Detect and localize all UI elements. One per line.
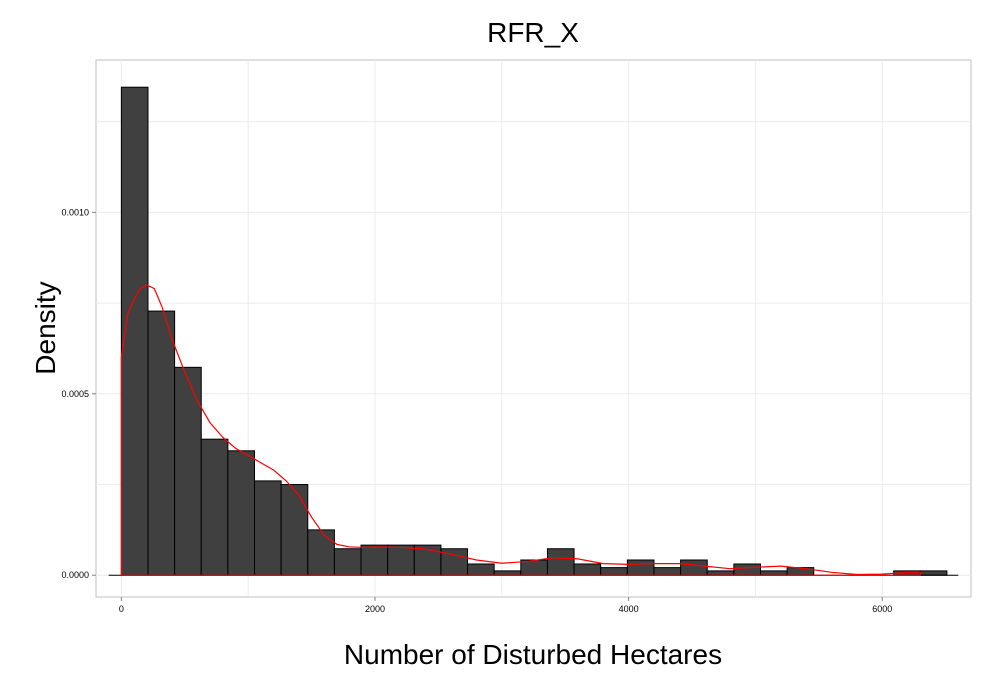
histogram-bar <box>413 544 442 576</box>
y-tick-label: 0.0000 <box>61 570 89 580</box>
histogram-bar <box>680 559 708 576</box>
x-axis-title: Number of Disturbed Hectares <box>344 639 722 670</box>
y-tick-label: 0.0010 <box>61 207 89 217</box>
y-tick-label: 0.0005 <box>61 389 89 399</box>
histogram-bar <box>733 563 761 576</box>
histogram-bar <box>200 438 229 576</box>
histogram-bar <box>520 559 548 576</box>
histogram-bar <box>600 567 628 576</box>
histogram-bar <box>573 563 602 576</box>
histogram-bar <box>626 559 655 576</box>
histogram-bar <box>227 450 256 576</box>
histogram-bar <box>493 570 522 576</box>
histogram-bar <box>706 570 735 576</box>
histogram-bar <box>387 544 415 576</box>
x-tick-label: 4000 <box>619 604 639 614</box>
plot-panel <box>95 59 972 598</box>
histogram-bar <box>360 544 389 576</box>
histogram-bar <box>147 310 176 576</box>
y-axis-title: Density <box>30 281 61 374</box>
y-axis-ticks: 0.0000 0.0005 0.0010 <box>61 207 96 580</box>
histogram-bar <box>254 480 282 576</box>
histogram-bar <box>546 548 575 576</box>
x-tick-label: 6000 <box>872 604 892 614</box>
histogram-bars <box>120 86 948 576</box>
histogram-bar <box>467 563 495 576</box>
histogram-bar <box>653 567 682 576</box>
histogram-bar <box>307 529 335 576</box>
histogram-bar <box>174 366 202 576</box>
histogram-bar <box>333 548 362 576</box>
x-tick-label: 0 <box>119 604 124 614</box>
x-axis-ticks: 0 2000 4000 6000 <box>119 597 892 614</box>
histogram-bar <box>280 484 309 576</box>
histogram-bar <box>919 570 948 576</box>
chart-title: RFR_X <box>487 17 579 48</box>
histogram-bar <box>759 570 788 576</box>
x-tick-label: 2000 <box>365 604 385 614</box>
density-curve <box>120 284 921 576</box>
